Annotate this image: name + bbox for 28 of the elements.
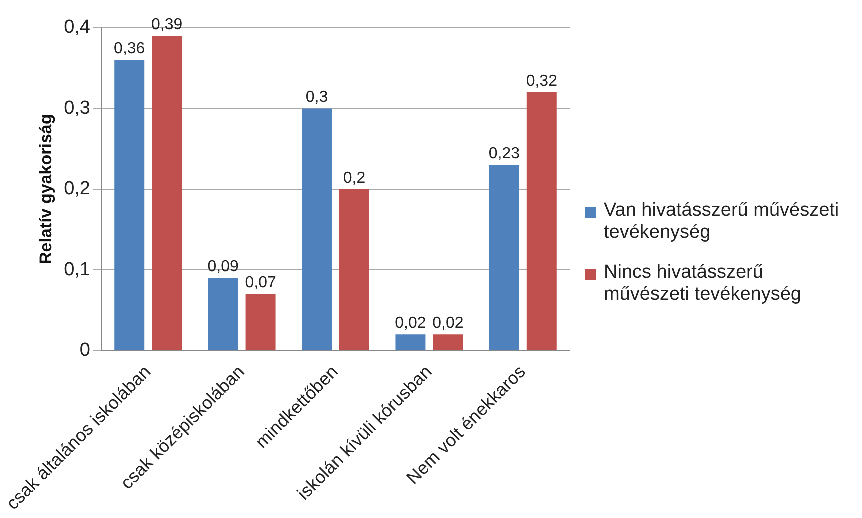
data-label: 0,2 <box>343 170 366 187</box>
data-label: 0,36 <box>114 40 146 58</box>
data-label: 0,23 <box>488 146 520 163</box>
y-tick-label: 0 <box>80 340 90 361</box>
y-tick-label: 0,1 <box>64 259 90 280</box>
y-axis-title: Relatív gyakoriság <box>36 114 56 265</box>
bar <box>340 189 370 350</box>
bar <box>489 165 520 350</box>
data-label: 0,02 <box>432 315 464 332</box>
bar <box>208 278 238 350</box>
bar <box>152 36 182 350</box>
bar <box>433 334 464 350</box>
bar <box>114 60 145 350</box>
bar <box>246 294 276 350</box>
bar <box>526 92 557 350</box>
y-tick-label: 0,3 <box>64 98 90 119</box>
data-label: 0,39 <box>152 16 183 34</box>
data-label: 0,32 <box>526 72 558 90</box>
legend-label: Nincs hivatásszerű művészeti tevékenység <box>604 262 802 306</box>
data-label: 0,02 <box>395 315 426 332</box>
y-tick-label: 0,4 <box>64 17 91 38</box>
data-label: 0,3 <box>306 89 328 106</box>
data-label: 0,09 <box>208 258 239 276</box>
data-label: 0,07 <box>245 274 276 292</box>
legend-label: Van hivatásszerű művészeti tevékenység <box>604 200 840 244</box>
y-tick-label: 0,2 <box>64 178 90 200</box>
bar <box>302 108 332 350</box>
bar <box>396 334 426 350</box>
